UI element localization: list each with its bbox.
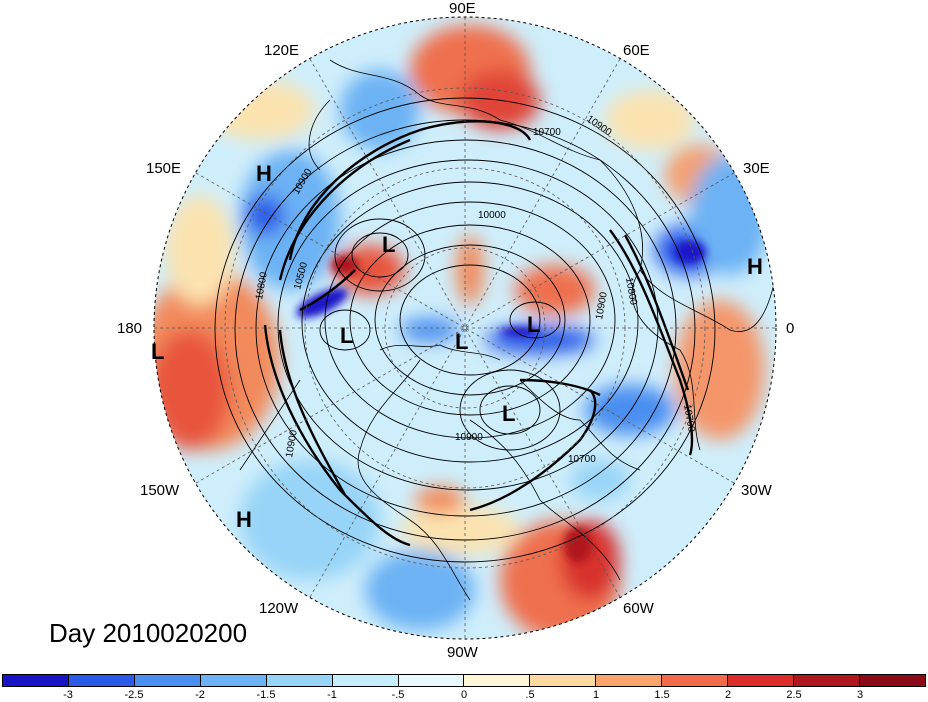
jet-stream-contours [263,120,694,547]
colorbar-swatch [3,675,69,686]
colorbar-tick-label: 1.5 [654,689,670,701]
low-pressure-label: L [151,339,164,364]
longitude-label: 0 [786,320,794,337]
map-title: Day 2010020200 [49,618,248,648]
colorbar-tick-label: 2 [724,689,732,701]
low-pressure-label: L [340,323,353,348]
contour-label: 10700 [681,404,697,434]
longitude-label: 90E [449,0,476,17]
colorbar: -3 -2.5 -2 -1.5 -1 -.5 0 .5 1 1.5 2 2.5 3 [0,674,928,702]
longitude-label: 60W [623,600,655,617]
colorbar-swatch [464,675,531,686]
colorbar-swatch [794,675,860,686]
contour-label: 10900 [594,291,610,321]
colorbar-tick-label: -1.5 [256,689,276,701]
low-pressure-label: L [502,401,515,426]
colorbar-swatch [68,675,135,686]
colorbar-swatch [662,675,729,686]
colorbar-tick-label: -2 [195,689,205,701]
anomaly-field [154,17,776,639]
longitude-label: 150E [146,160,181,177]
low-pressure-label: L [455,329,468,354]
longitude-label: 120W [259,600,299,617]
contour-label: 10700 [568,454,596,465]
colorbar-swatch [728,675,795,686]
longitude-label: 30E [743,160,770,177]
colorbar-tick-label: 1 [592,689,600,701]
colorbar-swatch [200,675,267,686]
colorbar-swatch [332,675,399,686]
contour-label: 10900 [284,429,300,459]
longitude-labels: 90E 60E 30E 0 30W 60W 90W 120W 150W 180 … [117,0,794,661]
longitude-label: 180 [117,320,142,337]
contour-label: 10700 [533,127,561,138]
colorbar-tick-label: 3 [856,689,864,701]
colorbar-tick-label: -3 [63,689,73,701]
graticule [154,17,776,639]
longitude-label: 30W [741,482,773,499]
high-pressure-label: H [236,507,252,532]
colorbar-swatch [530,675,597,686]
colorbar-tick-label: .5 [525,689,535,701]
low-pressure-label: L [527,312,540,337]
contour-label: 10800 [254,271,270,301]
colorbar-swatch [859,675,925,686]
colorbar-swatch [398,675,465,686]
colorbar-swatch [596,675,663,686]
map-boundary [153,16,777,640]
colorbar-tick-label: 2.5 [786,689,802,701]
longitude-label: 120E [264,42,299,59]
high-pressure-label: H [256,161,272,186]
colorbar-tick-label: 0 [460,689,468,701]
contour-labels: 10700 10900 10900 10000 10500 10800 1090… [254,113,697,465]
high-pressure-label: H [747,254,763,279]
colorbar-swatch [134,675,201,686]
colorbar-tick-label: -.5 [391,689,405,701]
longitude-label: 60E [623,42,650,59]
contour-label: 10800 [623,277,639,307]
coastlines [239,59,776,601]
colorbar-tick-label: -1 [327,689,337,701]
longitude-label: 150W [140,482,180,499]
contour-label: 10900 [455,432,483,443]
colorbar-swatch [266,675,333,686]
contour-label: 10000 [478,210,506,221]
longitude-label: 90W [447,644,479,661]
low-pressure-label: L [382,232,395,257]
colorbar-swatches [2,674,926,687]
pressure-centers: H H H L L L L L L [151,161,763,532]
colorbar-tick-label: -2.5 [124,689,144,701]
